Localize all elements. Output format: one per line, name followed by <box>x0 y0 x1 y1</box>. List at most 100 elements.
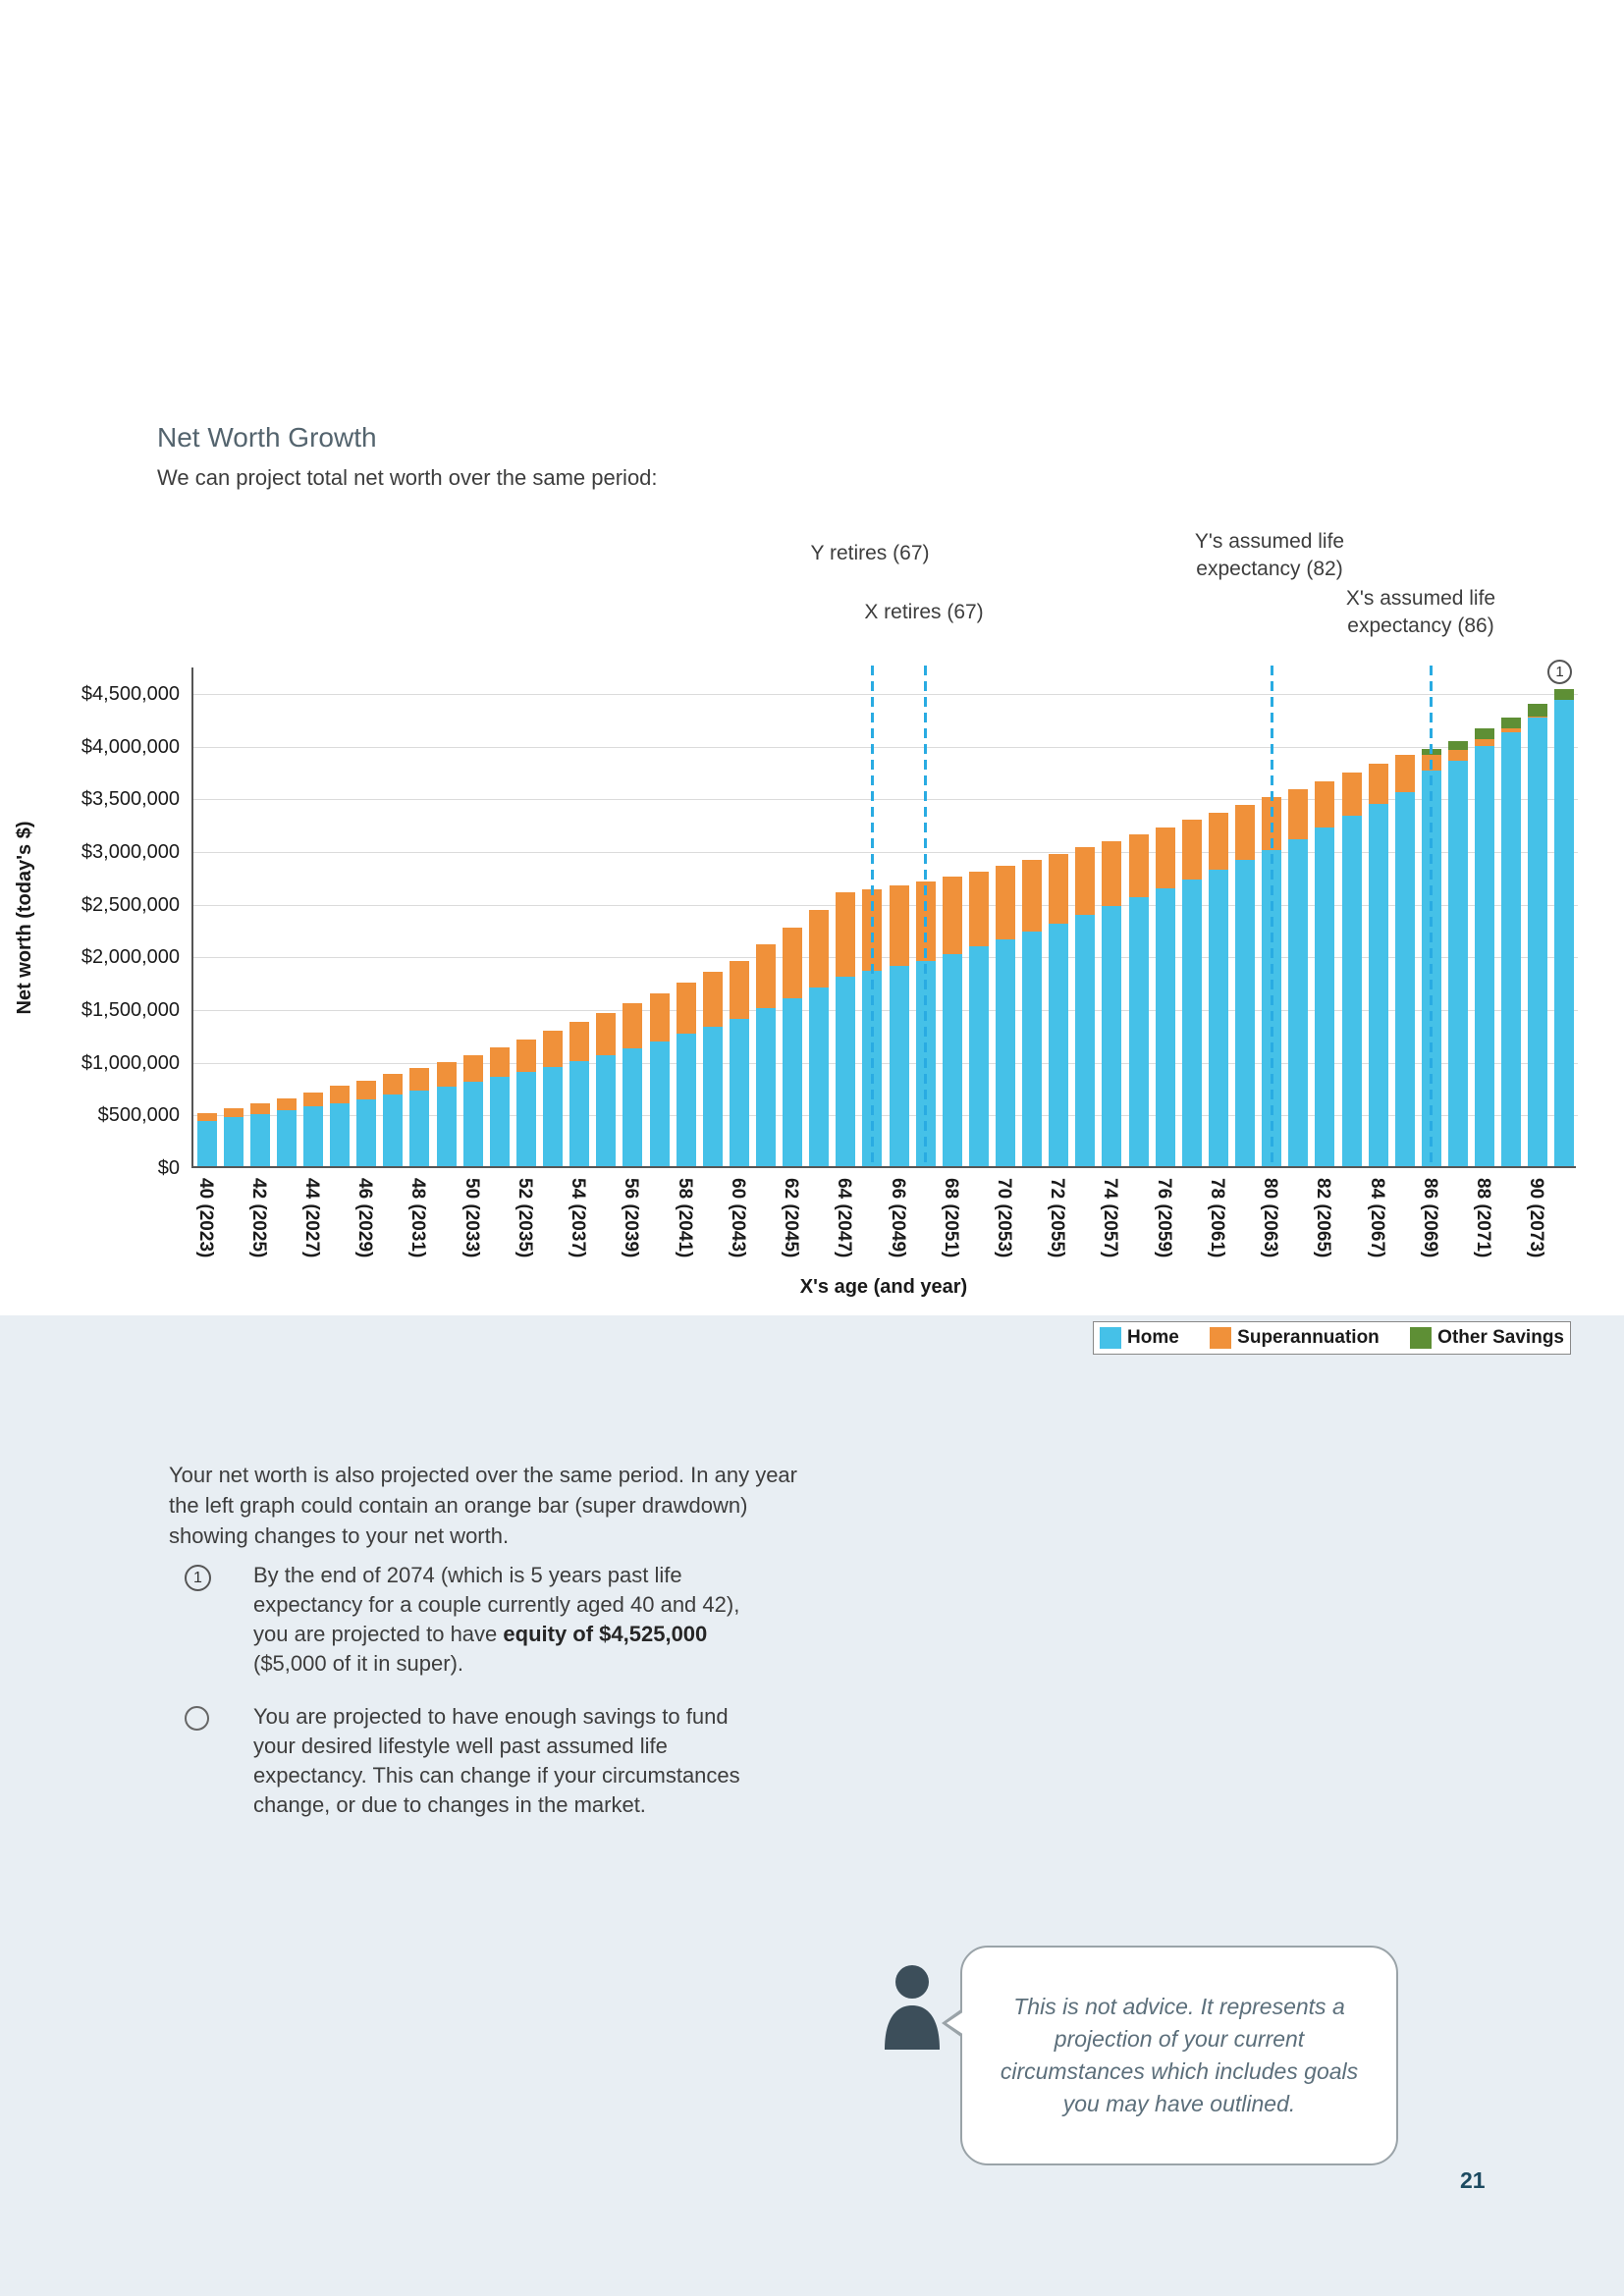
page-subtitle: We can project total net worth over the … <box>157 465 658 490</box>
x-tick-label: 46 (2029) <box>354 1178 376 1258</box>
x-tick-label: 64 (2047) <box>834 1178 855 1258</box>
bar-age-56-home <box>623 1048 643 1166</box>
bar-age-77-home <box>1181 879 1202 1166</box>
legend-item-home: Home <box>1100 1327 1179 1349</box>
bar-age-83-superannuation <box>1341 773 1362 817</box>
point-1-bold: equity of $4,525,000 <box>503 1622 708 1646</box>
annotation-x-retires: X retires (67) <box>864 601 984 623</box>
gridline <box>193 851 1578 853</box>
bar-age-84-superannuation <box>1368 764 1388 805</box>
bar-age-60-home <box>729 1018 749 1166</box>
bar-age-40-superannuation <box>196 1113 217 1121</box>
reference-line-age-67 <box>924 666 928 1168</box>
y-tick-label: $2,500,000 <box>81 893 180 916</box>
x-tick-label: 58 (2041) <box>674 1178 695 1258</box>
bar-age-64-home <box>836 976 856 1166</box>
bar-age-49-home <box>436 1086 457 1166</box>
bar-age-41-superannuation <box>223 1108 244 1118</box>
y-tick-label: $4,500,000 <box>81 682 180 705</box>
intro-paragraph: Your net worth is also projected over th… <box>169 1463 797 1548</box>
gridline <box>193 693 1578 695</box>
reference-line-age-86 <box>1430 666 1434 1168</box>
bar-age-71-superannuation <box>1022 860 1043 932</box>
annotation-x-life-expectancy: X's assumed life expectancy (86) <box>1345 587 1496 637</box>
bar-age-64-superannuation <box>836 891 856 977</box>
bar-age-83-home <box>1341 816 1362 1166</box>
bar-age-51-home <box>489 1077 510 1166</box>
x-tick-label: 76 (2059) <box>1153 1178 1174 1258</box>
x-tick-label: 82 (2065) <box>1313 1178 1334 1258</box>
bar-age-73-home <box>1075 915 1096 1166</box>
bar-age-46-superannuation <box>356 1080 377 1099</box>
bar-age-44-home <box>303 1106 324 1166</box>
x-tick-label: 54 (2037) <box>568 1178 589 1258</box>
bar-age-40-home <box>196 1120 217 1166</box>
bar-age-72-home <box>1049 923 1069 1166</box>
bar-age-91-superannuation <box>1554 699 1575 701</box>
bar-age-88-home <box>1475 745 1495 1166</box>
annotation-y-retires: Y retires (67) <box>810 542 930 564</box>
bar-age-89-superannuation <box>1501 728 1522 732</box>
y-tick-label: $0 <box>157 1157 180 1179</box>
gridline <box>193 904 1578 906</box>
bar-age-48-home <box>409 1091 430 1166</box>
bar-age-44-superannuation <box>303 1092 324 1107</box>
bar-age-60-superannuation <box>729 960 749 1019</box>
x-tick-label: 78 (2061) <box>1206 1178 1227 1258</box>
x-tick-label: 60 (2043) <box>727 1178 748 1258</box>
gridline <box>193 1009 1578 1011</box>
y-tick-label: $4,000,000 <box>81 735 180 758</box>
y-tick-label: $500,000 <box>97 1104 180 1127</box>
bar-age-42-home <box>249 1113 270 1166</box>
page-number: 21 <box>1460 2167 1486 2193</box>
bar-age-84-home <box>1368 804 1388 1166</box>
x-tick-label: 42 (2025) <box>247 1178 269 1258</box>
bar-age-61-home <box>755 1008 776 1166</box>
bar-age-72-superannuation <box>1049 853 1069 924</box>
reference-line-age-65 <box>870 666 874 1168</box>
y-tick-label: $1,000,000 <box>81 1051 180 1074</box>
bar-age-85-superannuation <box>1394 755 1415 792</box>
bar-age-54-superannuation <box>569 1022 590 1062</box>
bar-age-59-superannuation <box>702 971 723 1027</box>
point-2-text: You are projected to have enough savings… <box>253 1704 740 1817</box>
bar-age-69-superannuation <box>968 871 989 947</box>
gridline <box>193 957 1578 959</box>
bar-age-58-superannuation <box>676 982 696 1035</box>
bar-age-43-superannuation <box>276 1097 297 1111</box>
bar-age-81-home <box>1288 838 1309 1166</box>
x-tick-label: 88 (2071) <box>1473 1178 1494 1258</box>
x-tick-label: 90 (2073) <box>1526 1178 1547 1258</box>
gridline <box>193 1115 1578 1117</box>
bar-age-74-superannuation <box>1102 840 1122 907</box>
gridline <box>193 799 1578 801</box>
bar-age-62-superannuation <box>783 928 803 999</box>
bar-age-89-home <box>1501 731 1522 1166</box>
point-1-pre: By the end of 2074 (which is 5 years pas… <box>253 1563 740 1646</box>
bar-age-50-superannuation <box>462 1055 483 1083</box>
bar-age-50-home <box>462 1082 483 1166</box>
x-tick-label: 74 (2057) <box>1100 1178 1121 1258</box>
x-tick-label: 66 (2049) <box>887 1178 908 1258</box>
bar-age-70-home <box>996 939 1016 1166</box>
bar-age-74-home <box>1102 906 1122 1166</box>
bar-age-82-home <box>1315 828 1335 1166</box>
bar-age-47-home <box>383 1095 404 1166</box>
chart-legend: Home Superannuation Other Savings <box>1093 1321 1571 1355</box>
bar-age-49-superannuation <box>436 1061 457 1087</box>
bar-age-54-home <box>569 1061 590 1166</box>
superannuation-swatch-icon <box>1210 1327 1232 1349</box>
bar-age-88-other-savings <box>1475 728 1495 740</box>
bar-age-53-superannuation <box>543 1031 564 1067</box>
x-tick-label: 80 (2063) <box>1260 1178 1281 1258</box>
bar-age-66-superannuation <box>889 885 909 966</box>
bar-age-77-superannuation <box>1181 820 1202 880</box>
bar-age-62-home <box>783 998 803 1166</box>
other-savings-swatch-icon <box>1410 1327 1433 1349</box>
gridline <box>193 1062 1578 1064</box>
bar-age-75-superannuation <box>1128 833 1149 898</box>
bar-age-52-home <box>515 1072 536 1166</box>
bar-age-71-home <box>1022 932 1043 1166</box>
bar-age-75-home <box>1128 897 1149 1166</box>
bar-age-81-superannuation <box>1288 789 1309 839</box>
